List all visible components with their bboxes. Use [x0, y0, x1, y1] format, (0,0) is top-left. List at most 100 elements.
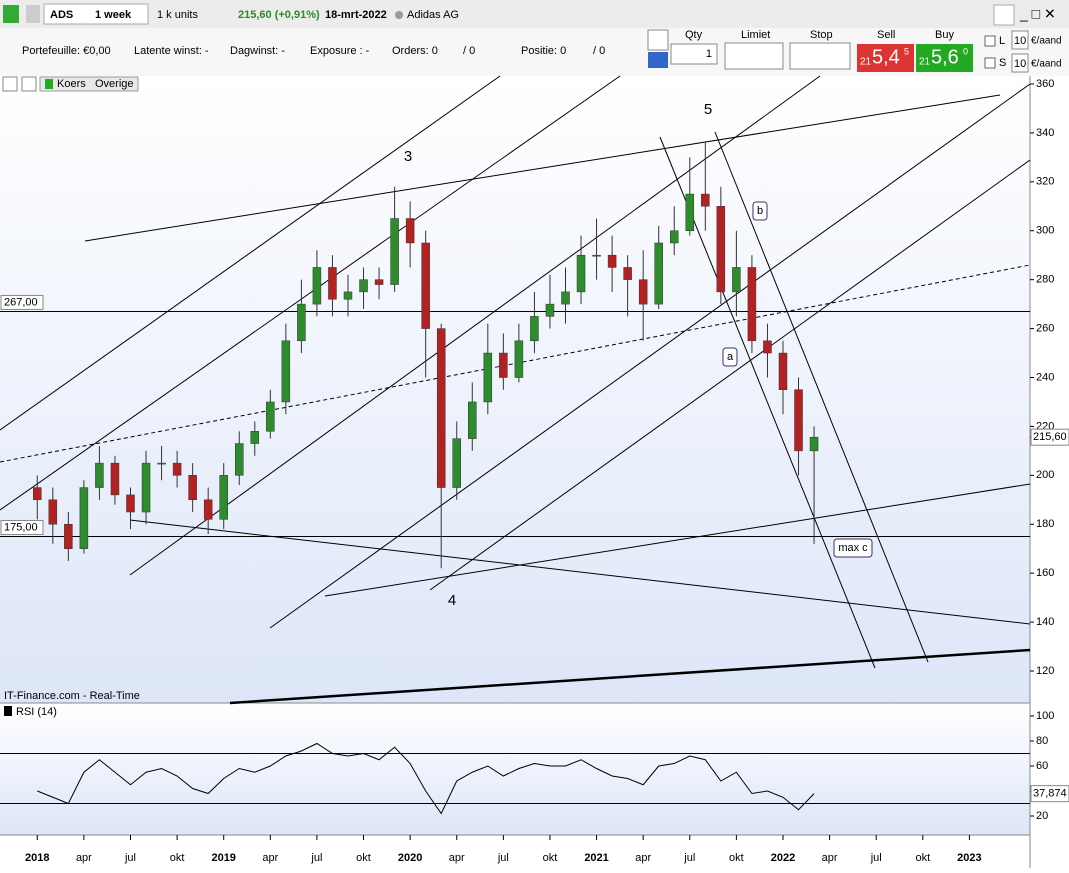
candle-body: [328, 267, 337, 300]
candle-body: [157, 462, 166, 465]
candle-body: [685, 193, 695, 231]
candle-body: [514, 340, 524, 378]
candle-body: [126, 494, 135, 513]
orders-of: / 0: [463, 45, 475, 57]
x-tick-label: jul: [683, 852, 695, 864]
l: L: [999, 35, 1005, 47]
x-tick-label: 2021: [584, 852, 608, 864]
price-panel: [0, 76, 1030, 703]
y-tick-label: 300: [1036, 225, 1054, 237]
icon[interactable]: [993, 4, 1015, 26]
candle-body: [607, 254, 617, 268]
x-tick-label: okt: [356, 852, 371, 864]
candle-body: [468, 401, 477, 439]
x-tick-label: apr: [76, 852, 92, 864]
x-tick-label: 2018: [25, 852, 49, 864]
units[interactable]: 1 k units: [157, 9, 198, 21]
tab-other[interactable]: Overige: [95, 78, 134, 90]
candle-body: [638, 279, 648, 305]
l-qty: 10: [1014, 35, 1026, 47]
tab-price[interactable]: Koers: [57, 78, 86, 90]
rsi-title: RSI (14): [16, 706, 57, 718]
level-label: 175,00: [4, 521, 38, 533]
candle-body: [701, 193, 710, 207]
rsi-tick-label: 80: [1036, 735, 1048, 747]
buy-label: Buy: [935, 29, 954, 41]
icon[interactable]: [647, 29, 669, 51]
x-tick-label: 2023: [957, 852, 981, 864]
stop-label: Stop: [810, 29, 833, 41]
annotation: 3: [404, 148, 412, 165]
icon[interactable]: [3, 5, 19, 23]
limit-btns[interactable]: [724, 42, 784, 70]
x-tick-label: 2020: [398, 852, 422, 864]
y-tick-label: 140: [1036, 616, 1054, 628]
x-tick-label: apr: [262, 852, 278, 864]
time-axis: [0, 835, 1030, 868]
status: [395, 11, 403, 19]
sell-label: Sell: [877, 29, 895, 41]
candle-body: [234, 443, 244, 476]
candle-body: [592, 254, 601, 257]
candle-body: [110, 462, 120, 496]
sell-price: 5,4: [872, 46, 900, 68]
y-tick-label: 320: [1036, 176, 1054, 188]
candle-body: [374, 279, 384, 285]
checkbox[interactable]: [984, 57, 996, 69]
candle-body: [172, 462, 182, 476]
candle-body: [188, 475, 197, 501]
buy-btn[interactable]: [916, 44, 973, 72]
candle-body: [141, 462, 151, 513]
candle-body: [499, 352, 508, 378]
y-tick-label: 260: [1036, 322, 1054, 334]
icon[interactable]: [648, 52, 668, 68]
per: €/aand: [1031, 36, 1062, 47]
tabs[interactable]: [39, 76, 139, 92]
candle-body: [281, 340, 291, 403]
level-box: [0, 519, 44, 535]
stop-btns[interactable]: [789, 42, 851, 70]
candle-body: [405, 218, 415, 244]
x-tick-label: okt: [729, 852, 744, 864]
y-tick-label: 240: [1036, 371, 1054, 383]
rsi-tick-label: 20: [1036, 810, 1048, 822]
symbol-box[interactable]: [43, 3, 149, 25]
qty-input[interactable]: [670, 43, 718, 65]
source: IT-Finance.com - Real-Time: [4, 690, 140, 702]
x-tick-label: jul: [310, 852, 322, 864]
y-tick-label: 180: [1036, 518, 1054, 530]
x-tick-label: okt: [543, 852, 558, 864]
date: 18-mrt-2022: [325, 9, 387, 21]
s: S: [999, 57, 1006, 69]
x-tick-label: okt: [915, 852, 930, 864]
annotation-box: [833, 538, 873, 558]
last-price-label: 215,60: [1033, 431, 1067, 443]
candle-body: [219, 475, 228, 520]
icon[interactable]: [26, 5, 40, 23]
candle-body: [95, 462, 104, 488]
candle-body: [452, 438, 461, 488]
exposure: Exposure : -: [310, 45, 370, 57]
x-tick-label: 2019: [211, 852, 235, 864]
sell-btn[interactable]: [857, 44, 914, 72]
checkbox[interactable]: [984, 35, 996, 47]
interval[interactable]: 1 week: [95, 9, 132, 21]
x-tick-label: jul: [497, 852, 509, 864]
input[interactable]: [1011, 30, 1029, 50]
x-tick-label: jul: [124, 852, 136, 864]
buy-big: 21: [919, 57, 931, 68]
icon[interactable]: [21, 76, 37, 92]
y-tick-label: 340: [1036, 127, 1054, 139]
rsi-line: [37, 742, 815, 815]
level-box: [0, 294, 44, 310]
window-btn[interactable]: _ □ ✕: [1019, 6, 1056, 22]
candle-body: [576, 254, 586, 293]
qty: 1: [706, 48, 712, 60]
x-tick-label: 2022: [771, 852, 795, 864]
candle-body: [561, 291, 570, 305]
icon[interactable]: [2, 76, 18, 92]
level-label: 267,00: [4, 296, 38, 308]
latent: Latente winst: -: [134, 45, 209, 57]
candle-body: [732, 267, 741, 293]
input[interactable]: [1011, 53, 1029, 73]
